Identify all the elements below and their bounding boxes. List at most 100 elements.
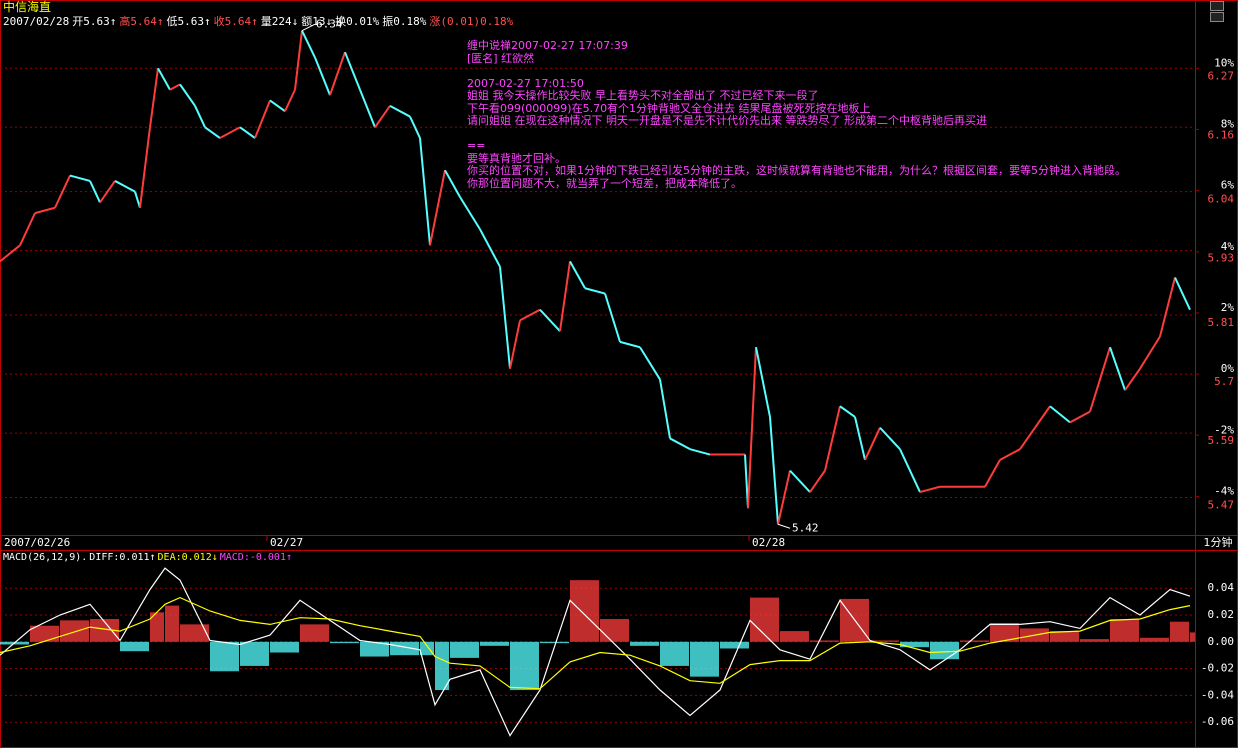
price-segment — [1174, 277, 1191, 311]
price-segment — [755, 347, 771, 418]
price-segment — [777, 470, 791, 525]
macd-bar — [510, 641, 539, 691]
price-segment — [194, 105, 206, 128]
macd-bar — [330, 641, 359, 644]
y-tick-label: 6.04 — [1208, 193, 1235, 206]
price-segment — [899, 448, 921, 493]
macd-bar — [660, 641, 689, 666]
price-segment — [559, 261, 571, 332]
period[interactable]: 1分钟 — [1203, 536, 1233, 549]
macd-bar — [165, 605, 179, 642]
x-tick-label: 02/27 — [270, 536, 303, 549]
price-segment — [1034, 405, 1051, 429]
price-segment — [157, 67, 171, 91]
message-line: 请问姐姐 在现在这种情况下 明天一开盘是不是先不计代价先出来 等跌势尽了 形成第… — [467, 114, 987, 127]
macd-bar — [1170, 621, 1189, 642]
macd-bar — [810, 640, 839, 642]
macd-bar — [300, 624, 329, 642]
macd-bar — [930, 641, 959, 660]
macd-bar — [30, 625, 59, 642]
macd-bar — [240, 641, 269, 666]
y-tick-label: -0.06 — [1201, 715, 1234, 728]
button[interactable] — [1210, 1, 1224, 11]
price-segment — [604, 293, 621, 343]
price-segment — [1139, 335, 1161, 370]
y2-tick-label: 6% — [1221, 179, 1235, 192]
price-segment — [389, 104, 411, 118]
price-segment — [269, 99, 286, 113]
annotation-leader — [777, 523, 791, 529]
quote-item: 高5.64↑ — [119, 15, 164, 28]
button[interactable] — [1210, 12, 1224, 22]
macd-bar — [870, 640, 899, 642]
y-tick-label: 5.7 — [1214, 375, 1234, 388]
annotation: 6.34 — [316, 18, 343, 31]
price-segment — [854, 416, 866, 461]
macd-bar — [600, 619, 629, 642]
y-tick-label: 5.47 — [1208, 498, 1235, 511]
message-line: 下午看099(000099)在5.70有个1分钟背驰又全仓进去 结果尾盘被死死按… — [467, 101, 871, 115]
price-segment — [374, 105, 391, 128]
quote-item: 量224↓ — [260, 15, 299, 28]
price-segment — [769, 416, 779, 525]
macd-bar — [1050, 631, 1079, 642]
y-tick-label: 6.16 — [1208, 128, 1235, 141]
price-segment — [1159, 277, 1176, 337]
window-buttons[interactable] — [1210, 1, 1224, 23]
price-segment — [639, 346, 661, 380]
price-segment — [294, 30, 303, 90]
macd-bar — [180, 624, 209, 642]
price-segment — [1049, 405, 1071, 424]
y-tick-label: 0.02 — [1208, 608, 1235, 621]
message-line: [匿名] 红欲然 — [467, 51, 535, 65]
price-segment — [824, 406, 841, 471]
y-tick-label: 6.27 — [1208, 69, 1235, 82]
price-segment — [329, 51, 346, 96]
message-line: 2007-02-27 17:01:50 — [467, 76, 584, 90]
price-segment — [149, 68, 159, 128]
price-segment — [689, 448, 711, 456]
macd-bar — [90, 619, 119, 642]
message-line: 你买的位置不对，如果1分钟的下跌已经引发5分钟的主跌，这时候就算有背驰也不能用，… — [467, 164, 1126, 177]
macd-line — [0, 567, 1191, 737]
message-line: 你那位置问题不大，就当弄了一个短差，把成本降低了。 — [467, 176, 742, 190]
message-line: == — [467, 139, 486, 152]
paragraph: 2007-02-27 17:01:50 姐姐 我今天操作比较失败 早上看势头不对全… — [467, 76, 1126, 128]
price-segment — [344, 51, 361, 91]
price-segment — [139, 127, 151, 208]
macd-bar — [630, 641, 659, 646]
price-segment — [134, 191, 141, 209]
price-segment — [509, 320, 521, 369]
price-segment — [1019, 427, 1036, 450]
quote-item: 2007/02/28 — [3, 15, 70, 28]
macd-bar — [1140, 637, 1169, 642]
legend-item: DEA:0.012↓ — [157, 552, 218, 563]
price-segment — [359, 89, 376, 128]
price-segment — [1069, 410, 1091, 424]
macd-bar — [540, 641, 569, 644]
macd-bar — [900, 641, 929, 648]
macd-bar — [150, 612, 164, 642]
quote-item: 低5.63↑ — [166, 15, 211, 28]
macd-bar — [780, 631, 809, 642]
macd-bar — [450, 641, 479, 658]
price-segment — [879, 427, 901, 450]
macd-line — [0, 596, 1191, 690]
message-line: 要等真背驰才回补。 — [467, 151, 566, 165]
y2-tick-label: 10% — [1214, 56, 1234, 69]
price-segment — [584, 287, 606, 295]
quote-item: 收5.64↑ — [213, 15, 258, 28]
price-segment — [204, 126, 221, 139]
price-segment — [409, 116, 421, 139]
quote-item: 振0.18% — [382, 15, 427, 28]
y-tick-label: -0.04 — [1201, 688, 1234, 701]
macd-bar — [1190, 632, 1195, 642]
macd-bar — [1110, 619, 1139, 642]
price-segment — [669, 437, 691, 451]
price-segment — [479, 228, 501, 268]
y2-tick-label: -4% — [1214, 484, 1234, 497]
macd-bar — [480, 641, 509, 646]
price-segment — [1089, 346, 1111, 412]
macd-bar — [990, 623, 1019, 642]
paragraph: == 要等真背驰才回补。 你买的位置不对，如果1分钟的下跌已经引发5分钟的主跌，这时… — [467, 139, 1126, 190]
